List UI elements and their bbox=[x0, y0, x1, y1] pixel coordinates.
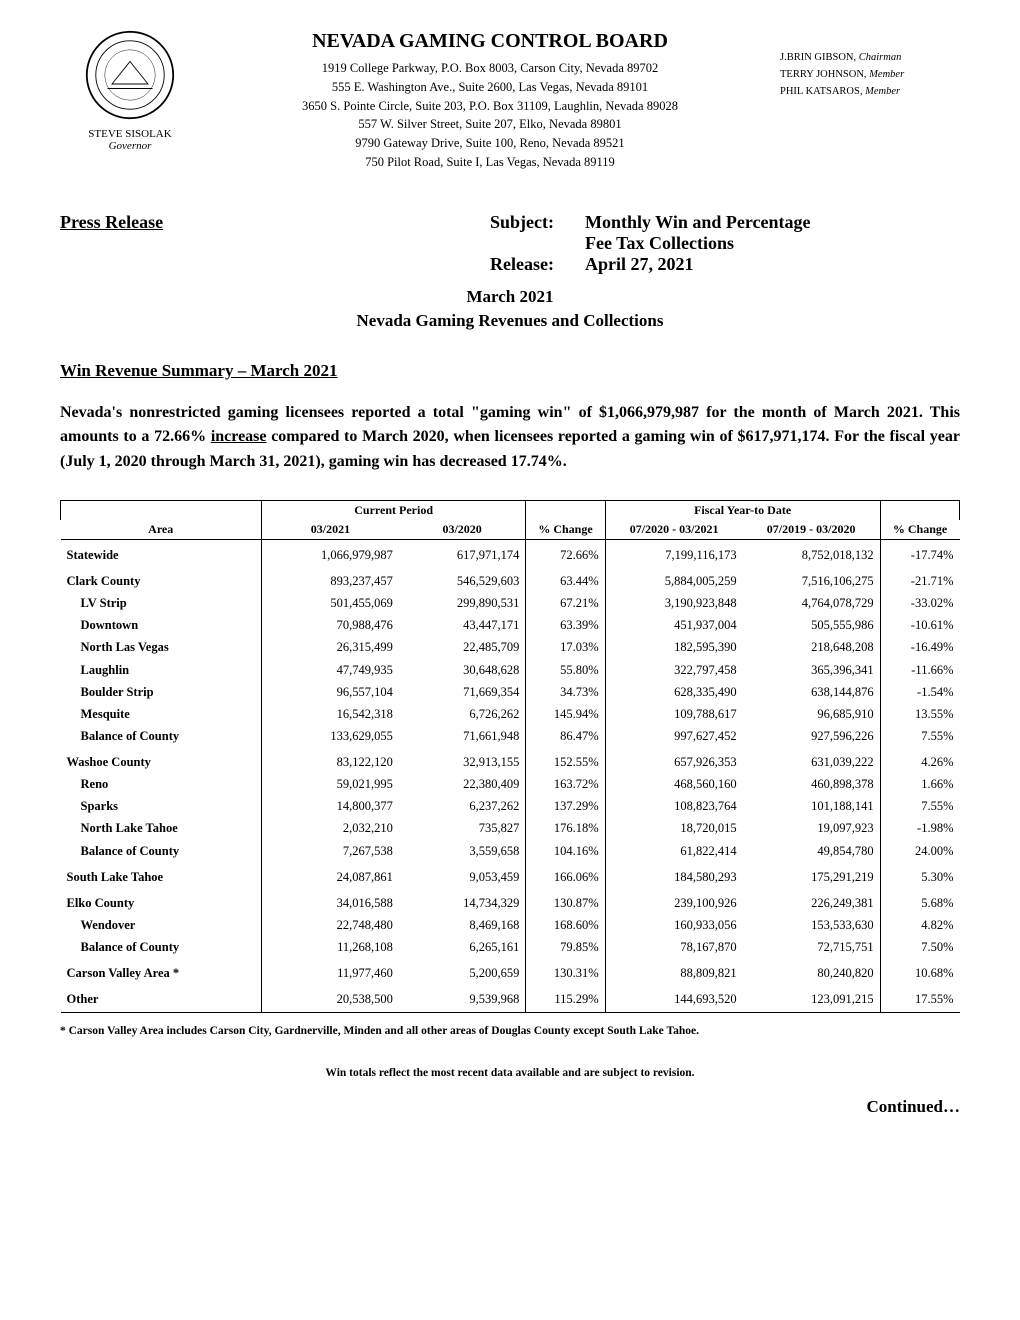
header-fy1: 07/2020 - 03/2021 bbox=[605, 520, 742, 540]
section-heading: Win Revenue Summary – March 2021 bbox=[60, 361, 960, 381]
subject-row: Press Release Subject:Monthly Win and Pe… bbox=[60, 212, 960, 275]
footnote: * Carson Valley Area includes Carson Cit… bbox=[60, 1025, 960, 1037]
table-row: North Las Vegas26,315,49922,485,70917.03… bbox=[61, 636, 960, 658]
document-header: STEVE SISOLAK Governor NEVADA GAMING CON… bbox=[60, 30, 960, 172]
board-member: PHIL KATSAROS, Member bbox=[780, 84, 960, 101]
press-release-heading: Press Release bbox=[60, 212, 260, 275]
subject-text-1: Monthly Win and Percentage bbox=[585, 212, 811, 232]
board-member: TERRY JOHNSON, Member bbox=[780, 67, 960, 84]
table-row: Other20,538,5009,539,968115.29%144,693,5… bbox=[61, 984, 960, 1013]
header-fy2: 07/2019 - 03/2020 bbox=[743, 520, 880, 540]
table-row: Mesquite16,542,3186,726,262145.94%109,78… bbox=[61, 703, 960, 725]
address-line: 750 Pilot Road, Suite I, Las Vegas, Neva… bbox=[210, 153, 770, 172]
header-area: Area bbox=[61, 520, 262, 540]
header-pct1: % Change bbox=[526, 520, 605, 540]
governor-title: Governor bbox=[60, 140, 200, 152]
address-line: 3650 S. Pointe Circle, Suite 203, P.O. B… bbox=[210, 97, 770, 116]
address-line: 555 E. Washington Ave., Suite 2600, Las … bbox=[210, 78, 770, 97]
table-row: Elko County34,016,58814,734,329130.87%23… bbox=[61, 888, 960, 914]
header-pct2: % Change bbox=[880, 520, 959, 540]
address-line: 557 W. Silver Street, Suite 207, Elko, N… bbox=[210, 115, 770, 134]
board-member: J.BRIN GIBSON, Chairman bbox=[780, 50, 960, 67]
revision-note: Win totals reflect the most recent data … bbox=[60, 1067, 960, 1079]
continued-text: Continued… bbox=[60, 1097, 960, 1117]
table-row: Downtown70,988,47643,447,17163.39%451,93… bbox=[61, 614, 960, 636]
table-row: Sparks14,800,3776,237,262137.29%108,823,… bbox=[61, 795, 960, 817]
nevada-seal-icon bbox=[85, 30, 175, 120]
month-title: March 2021 bbox=[60, 287, 960, 307]
table-header-row-1: Current Period Fiscal Year-to Date bbox=[61, 500, 960, 520]
table-row: LV Strip501,455,069299,890,53167.21%3,19… bbox=[61, 592, 960, 614]
table-row: Balance of County11,268,1086,265,16179.8… bbox=[61, 936, 960, 958]
table-row: Boulder Strip96,557,10471,669,35434.73%6… bbox=[61, 681, 960, 703]
header-center: NEVADA GAMING CONTROL BOARD 1919 College… bbox=[210, 30, 770, 172]
board-title: NEVADA GAMING CONTROL BOARD bbox=[210, 30, 770, 53]
table-row: Wendover22,748,4808,469,168168.60%160,93… bbox=[61, 914, 960, 936]
table-row: Laughlin47,749,93530,648,62855.80%322,79… bbox=[61, 659, 960, 681]
subject-label: Subject: bbox=[490, 212, 585, 233]
table-row: Statewide1,066,979,987617,971,17472.66%7… bbox=[61, 539, 960, 566]
address-line: 1919 College Parkway, P.O. Box 8003, Car… bbox=[210, 59, 770, 78]
header-cur1: 03/2021 bbox=[261, 520, 398, 540]
win-revenue-table: Current Period Fiscal Year-to Date Area … bbox=[60, 500, 960, 1014]
table-row: South Lake Tahoe24,087,8619,053,459166.0… bbox=[61, 862, 960, 888]
table-row: Balance of County7,267,5383,559,658104.1… bbox=[61, 840, 960, 862]
document-subtitle: Nevada Gaming Revenues and Collections bbox=[60, 311, 960, 331]
table-row: Washoe County83,122,12032,913,155152.55%… bbox=[61, 747, 960, 773]
subject-text-2: Fee Tax Collections bbox=[585, 233, 734, 253]
table-row: Clark County893,237,457546,529,60363.44%… bbox=[61, 566, 960, 592]
table-row: Balance of County133,629,05571,661,94886… bbox=[61, 725, 960, 747]
header-current-period: Current Period bbox=[261, 500, 525, 520]
summary-paragraph: Nevada's nonrestricted gaming licensees … bbox=[60, 401, 960, 475]
governor-name: STEVE SISOLAK bbox=[60, 128, 200, 140]
subject-block: Subject:Monthly Win and Percentage Fee T… bbox=[260, 212, 960, 275]
table-row: Reno59,021,99522,380,409163.72%468,560,1… bbox=[61, 773, 960, 795]
release-label: Release: bbox=[490, 254, 585, 275]
header-left: STEVE SISOLAK Governor bbox=[60, 30, 200, 172]
table-row: North Lake Tahoe2,032,210735,827176.18%1… bbox=[61, 817, 960, 839]
header-right: J.BRIN GIBSON, ChairmanTERRY JOHNSON, Me… bbox=[780, 30, 960, 172]
header-fiscal-ytd: Fiscal Year-to Date bbox=[605, 500, 880, 520]
header-cur2: 03/2020 bbox=[399, 520, 526, 540]
address-line: 9790 Gateway Drive, Suite 100, Reno, Nev… bbox=[210, 134, 770, 153]
table-row: Carson Valley Area *11,977,4605,200,6591… bbox=[61, 958, 960, 984]
table-header-row-2: Area 03/2021 03/2020 % Change 07/2020 - … bbox=[61, 520, 960, 540]
release-date: April 27, 2021 bbox=[585, 254, 694, 274]
